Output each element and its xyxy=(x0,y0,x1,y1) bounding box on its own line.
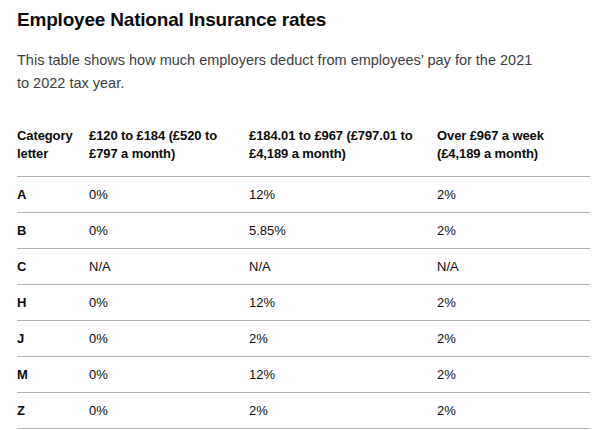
table-row: Z 0% 2% 2% xyxy=(17,393,590,429)
table-row: C N/A N/A N/A xyxy=(17,249,590,285)
rate-cell: 2% xyxy=(437,321,590,357)
rate-cell: 2% xyxy=(437,393,590,429)
category-letter-cell: H xyxy=(17,285,89,321)
rate-cell: 2% xyxy=(437,213,590,249)
rate-cell: 5.85% xyxy=(249,213,437,249)
category-letter-cell: Z xyxy=(17,393,89,429)
table-row: A 0% 12% 2% xyxy=(17,177,590,213)
col-header-band3: Over £967 a week (£4,189 a month) xyxy=(437,127,590,177)
rate-cell: 2% xyxy=(437,285,590,321)
rate-cell: 0% xyxy=(89,177,249,213)
national-insurance-rates-table: Category letter £120 to £184 (£520 to £7… xyxy=(17,127,590,429)
category-letter-cell: J xyxy=(17,321,89,357)
table-row: H 0% 12% 2% xyxy=(17,285,590,321)
table-row: J 0% 2% 2% xyxy=(17,321,590,357)
rate-cell: 2% xyxy=(437,177,590,213)
rate-cell: 0% xyxy=(89,285,249,321)
col-header-band1: £120 to £184 (£520 to £797 a month) xyxy=(89,127,249,177)
col-header-category-letter: Category letter xyxy=(17,127,89,177)
rate-cell: N/A xyxy=(89,249,249,285)
page-description: This table shows how much employers dedu… xyxy=(17,49,537,95)
rate-cell: 0% xyxy=(89,357,249,393)
page-title: Employee National Insurance rates xyxy=(17,8,590,32)
rate-cell: 0% xyxy=(89,393,249,429)
rate-cell: 2% xyxy=(249,393,437,429)
rate-cell: 12% xyxy=(249,285,437,321)
table-row: M 0% 12% 2% xyxy=(17,357,590,393)
rate-cell: 2% xyxy=(437,357,590,393)
table-row: B 0% 5.85% 2% xyxy=(17,213,590,249)
page-container: Employee National Insurance rates This t… xyxy=(0,0,600,429)
category-letter-cell: C xyxy=(17,249,89,285)
rate-cell: 12% xyxy=(249,177,437,213)
rate-cell: 0% xyxy=(89,213,249,249)
category-letter-cell: M xyxy=(17,357,89,393)
category-letter-cell: B xyxy=(17,213,89,249)
rate-cell: 0% xyxy=(89,321,249,357)
category-letter-cell: A xyxy=(17,177,89,213)
rate-cell: 2% xyxy=(249,321,437,357)
rate-cell: N/A xyxy=(249,249,437,285)
col-header-band2: £184.01 to £967 (£797.01 to £4,189 a mon… xyxy=(249,127,437,177)
rate-cell: N/A xyxy=(437,249,590,285)
table-header-row: Category letter £120 to £184 (£520 to £7… xyxy=(17,127,590,177)
rate-cell: 12% xyxy=(249,357,437,393)
